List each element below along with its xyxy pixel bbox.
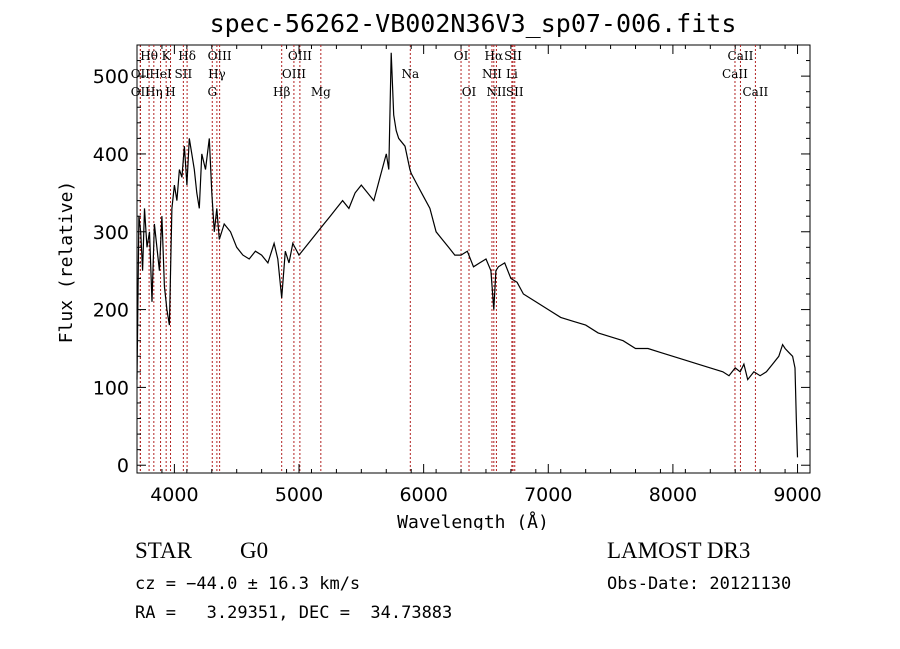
y-tick-label: 100 [93,377,129,399]
reference-line-label: Na [401,67,419,81]
x-tick-label: 5000 [275,484,323,506]
reference-line-label: SII [506,85,524,99]
reference-line-label: Hγ [208,67,226,81]
reference-line-label: OI [454,49,469,63]
reference-line-label: Li [506,67,518,81]
reference-line-label: SII [504,49,522,63]
reference-line-label: OI [462,85,477,99]
y-tick-label: 300 [93,222,129,244]
survey-name: LAMOST DR3 [607,538,751,563]
x-tick-label: 9000 [773,484,821,506]
reference-line-label: Hθ [140,49,158,63]
reference-lines [139,45,756,473]
y-tick-label: 0 [117,455,129,477]
reference-line-label: K [162,49,172,63]
reference-line-label: CaII [728,49,754,63]
object-class: STAR [135,538,192,563]
x-axis-ticks: 4000 5000 6000 7000 8000 9000 [136,45,822,506]
plot-frame [136,44,811,474]
reference-line-label: Hη [145,85,163,99]
x-tick-label: 6000 [399,484,447,506]
reference-line-label: CaII [722,67,748,81]
reference-line-label: NII [486,85,506,99]
reference-line-label: OII [131,67,151,81]
y-tick-label: 200 [93,300,129,322]
coordinates: RA = 3.29351, DEC = 34.73883 [135,603,453,623]
reference-line-label: OIII [208,49,232,63]
reference-line-label: NII [482,67,502,81]
x-tick-label: 7000 [524,484,572,506]
reference-line-label: HeI [149,67,172,81]
reference-line-label: Hα [485,49,504,63]
object-subclass: G0 [240,538,269,563]
reference-line-label: Hδ [178,49,196,63]
reference-line-label: CaII [742,85,768,99]
y-axis-label: Flux (relative) [56,181,77,344]
x-axis-label: Wavelength (Å) [397,511,549,530]
y-tick-label: 500 [93,66,129,88]
x-tick-label: 8000 [649,484,697,506]
reference-line-label: Mg [311,85,331,99]
chart-title: spec-56262-VB002N36V3_sp07-006.fits [210,9,737,38]
obs-date: Obs-Date: 20121130 [607,574,792,594]
spectrum-line [136,52,799,458]
reference-line-label: SII [175,67,193,81]
y-axis-ticks: 0 100 200 300 400 500 [93,44,810,477]
redshift-text: cz = −44.0 ± 16.3 km/s [135,574,361,594]
reference-line-label: OIII [288,49,312,63]
reference-line-label: G [207,85,217,99]
reference-line-label: OIII [282,67,306,81]
x-tick-label: 4000 [150,484,198,506]
reference-line-label: Hβ [273,85,290,99]
reference-line-label: H [165,85,175,99]
y-tick-label: 400 [93,144,129,166]
